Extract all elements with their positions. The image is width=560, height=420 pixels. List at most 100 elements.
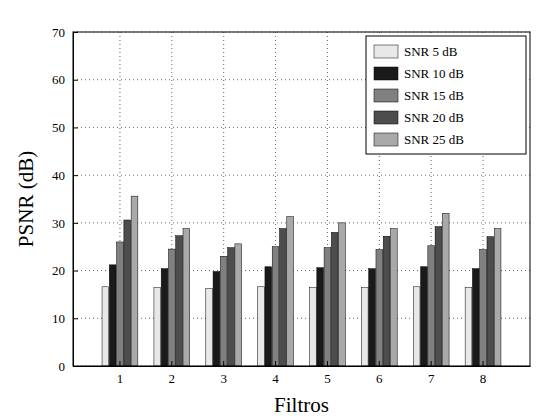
- bar: [168, 249, 175, 366]
- y-tick-mark: [73, 223, 78, 224]
- bar: [272, 247, 279, 366]
- bar: [220, 256, 227, 366]
- x-tick-mark: [379, 361, 380, 366]
- x-tick: 2: [169, 361, 176, 386]
- bar: [435, 227, 442, 366]
- bar: [213, 272, 220, 366]
- x-tick: 3: [220, 361, 227, 386]
- bars: [102, 196, 501, 366]
- x-tick: 7: [428, 361, 435, 386]
- legend-item: SNR 25 dB: [374, 132, 464, 147]
- bar-series: [124, 220, 494, 366]
- bar: [421, 267, 428, 366]
- bar: [265, 267, 272, 366]
- legend-label: SNR 15 dB: [404, 88, 464, 103]
- legend-swatch: [374, 45, 398, 58]
- y-tick-label: 30: [52, 216, 65, 231]
- bar: [472, 269, 479, 366]
- x-tick-mark: [171, 361, 172, 366]
- chart-container: 01020304050607012345678SNR 5 dBSNR 10 dB…: [0, 0, 560, 420]
- legend-label: SNR 5 dB: [404, 44, 458, 59]
- y-grid-line: [73, 175, 530, 176]
- bar: [124, 220, 131, 366]
- bar: [361, 288, 368, 366]
- bar: [331, 232, 338, 366]
- y-axis-title: PSNR (dB): [14, 151, 38, 247]
- y-tick-mark: [73, 318, 78, 319]
- plot-frame: [73, 32, 530, 366]
- y-tick-label: 0: [59, 359, 66, 374]
- legend-swatch: [374, 67, 398, 80]
- legend-item: SNR 20 dB: [374, 110, 464, 125]
- bar: [428, 246, 435, 366]
- plot-area: 01020304050607012345678SNR 5 dBSNR 10 dB…: [52, 25, 531, 387]
- y-tick: 30: [52, 216, 78, 231]
- bar: [109, 265, 116, 366]
- y-tick-label: 10: [52, 311, 65, 326]
- bar: [287, 217, 294, 366]
- bar: [235, 244, 242, 366]
- x-tick: 6: [376, 361, 383, 386]
- chart-svg: 01020304050607012345678SNR 5 dBSNR 10 dB…: [0, 0, 560, 420]
- x-tick-mark: [223, 361, 224, 366]
- bar: [487, 237, 494, 366]
- bar: [176, 236, 183, 366]
- y-tick-mark: [73, 175, 78, 176]
- bar: [324, 248, 331, 366]
- x-tick-label: 7: [428, 371, 435, 386]
- x-tick-label: 8: [480, 371, 487, 386]
- grid: [73, 32, 530, 366]
- bar-series: [131, 196, 501, 366]
- bar: [279, 229, 286, 366]
- bar: [131, 196, 138, 366]
- y-tick-mark: [73, 80, 78, 81]
- y-tick-mark: [73, 127, 78, 128]
- y-tick-label: 40: [52, 168, 65, 183]
- bar: [383, 236, 390, 366]
- y-tick: 40: [52, 168, 78, 183]
- x-tick-mark: [275, 361, 276, 366]
- bar: [413, 287, 420, 366]
- bar: [339, 223, 346, 366]
- bar: [317, 268, 324, 366]
- bar: [228, 248, 235, 366]
- legend-swatch: [374, 133, 398, 146]
- x-tick-mark: [483, 361, 484, 366]
- legend-box: [366, 36, 526, 154]
- x-tick: 4: [272, 361, 279, 386]
- x-tick-label: 5: [324, 371, 331, 386]
- bar: [183, 229, 190, 366]
- bar-series: [117, 242, 487, 366]
- legend-item: SNR 5 dB: [374, 44, 458, 59]
- plot-background: [73, 32, 530, 366]
- x-tick-label: 1: [117, 371, 124, 386]
- y-tick: 20: [52, 263, 78, 278]
- bar: [369, 269, 376, 366]
- bar: [258, 287, 265, 366]
- bar-series: [109, 265, 479, 366]
- legend-item: SNR 15 dB: [374, 88, 464, 103]
- bar: [376, 250, 383, 366]
- x-tick-mark: [431, 361, 432, 366]
- x-tick: 1: [117, 361, 124, 386]
- x-tick-label: 2: [169, 371, 176, 386]
- x-tick: 8: [480, 361, 487, 386]
- bar: [154, 288, 161, 366]
- x-tick: 5: [324, 361, 331, 386]
- y-axis: 010203040506070: [52, 25, 78, 374]
- x-tick-label: 4: [272, 371, 279, 386]
- y-tick: 60: [52, 72, 78, 87]
- y-grid-line: [73, 222, 530, 223]
- legend-swatch: [374, 111, 398, 124]
- y-tick-label: 50: [52, 120, 65, 135]
- bar: [480, 250, 487, 366]
- bar: [117, 242, 124, 366]
- y-grid-line: [73, 270, 530, 271]
- y-tick: 10: [52, 311, 78, 326]
- legend-item: SNR 10 dB: [374, 66, 464, 81]
- y-tick-label: 60: [52, 72, 65, 87]
- legend: SNR 5 dB SNR 10 dB SNR 15 dB SNR 20 dB SNR 2…: [366, 36, 526, 154]
- y-tick-mark: [73, 271, 78, 272]
- y-tick-label: 20: [52, 263, 65, 278]
- bar: [465, 288, 472, 366]
